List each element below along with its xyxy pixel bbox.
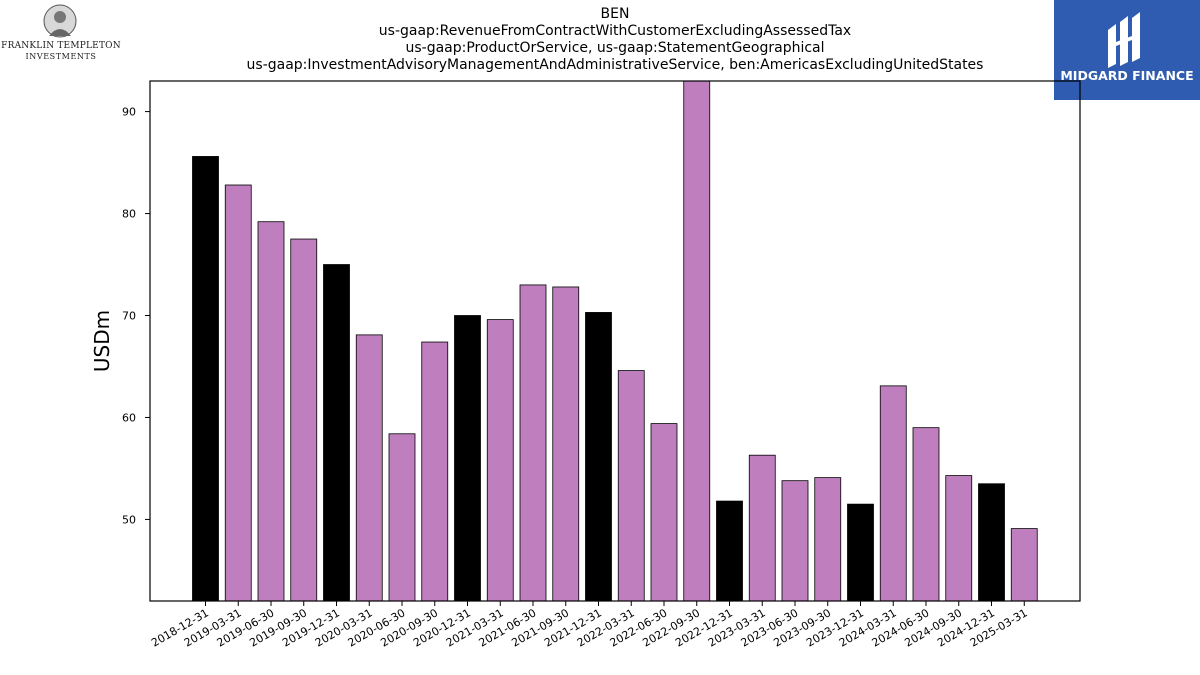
bar: [585, 312, 612, 601]
bar: [486, 319, 514, 601]
bar: [323, 264, 350, 601]
bar: [716, 500, 743, 601]
logo-name-line2: INVESTMENTS: [25, 52, 97, 61]
bar: [912, 427, 940, 601]
bar: [1010, 528, 1038, 601]
midgard-finance-logo: MIDGARD FINANCE: [1054, 0, 1200, 100]
bar: [355, 334, 383, 601]
bar: [519, 284, 547, 601]
bar: [290, 238, 318, 601]
bars-group: [192, 81, 1038, 601]
plot-frame: [149, 80, 1081, 602]
bar: [748, 454, 776, 601]
y-tick-label: 50: [122, 513, 136, 526]
bar: [421, 341, 449, 601]
y-tick-label: 90: [122, 106, 136, 119]
y-tick-label: 80: [122, 208, 136, 221]
title-line-4: us-gaap:InvestmentAdvisoryManagementAndA…: [246, 57, 984, 73]
franklin-templeton-logo: FRANKLIN TEMPLETON INVESTMENTS: [0, 4, 122, 66]
bar: [683, 81, 711, 601]
logo-name-line1: FRANKLIN TEMPLETON: [1, 41, 121, 51]
y-tick-label: 70: [122, 310, 136, 323]
title-line-1: BEN: [600, 6, 630, 22]
bar: [781, 480, 809, 601]
midgard-emblem-icon: [1108, 12, 1140, 68]
bar: [945, 475, 973, 601]
y-axis-label: USDm: [90, 310, 114, 372]
bar: [847, 503, 874, 601]
title-line-2: us-gaap:RevenueFromContractWithCustomerE…: [378, 23, 852, 39]
y-tick-label: 60: [122, 411, 136, 424]
bar: [454, 315, 481, 601]
bar: [388, 433, 416, 601]
bar: [224, 184, 252, 601]
bar: [617, 370, 645, 601]
bar: [879, 385, 907, 601]
bar: [650, 423, 678, 601]
bar: [814, 477, 842, 601]
midgard-finance-name: MIDGARD FINANCE: [1060, 68, 1194, 83]
bar: [978, 483, 1005, 601]
bar: [192, 156, 219, 601]
chart-title: BEN us-gaap:RevenueFromContractWithCusto…: [230, 6, 1000, 74]
title-line-3: us-gaap:ProductOrService, us-gaap:Statem…: [405, 40, 825, 56]
portrait-seal-icon: [43, 4, 77, 38]
bar: [552, 286, 580, 601]
bar: [257, 221, 285, 601]
